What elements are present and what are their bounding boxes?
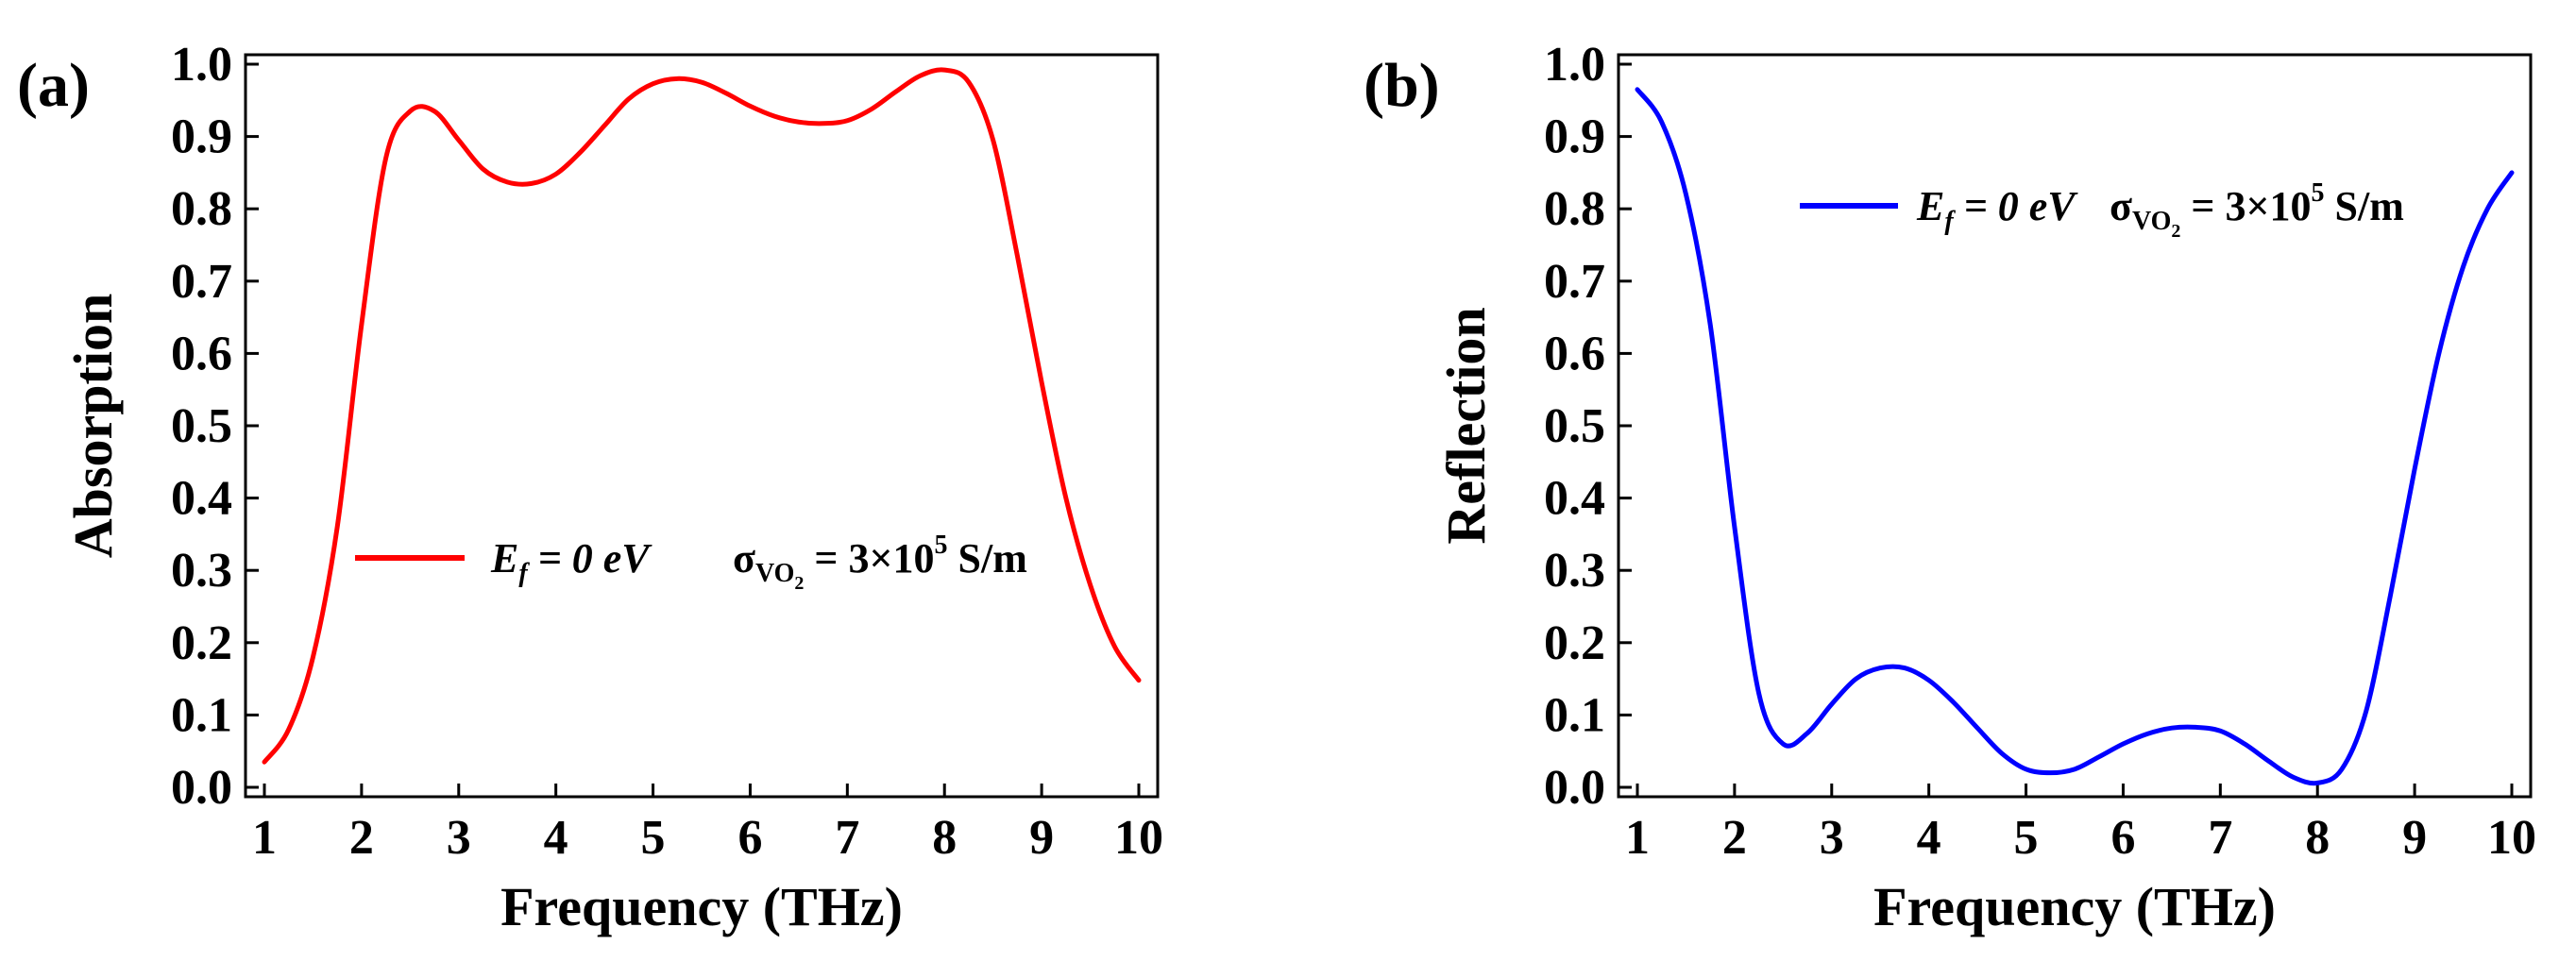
panel-b-y-tick-label: 0.7 bbox=[1544, 255, 1605, 309]
panel-b-y-tick-label: 0.6 bbox=[1544, 327, 1605, 380]
panel-a-y-axis-label: Absorption bbox=[62, 294, 124, 558]
panel-b-legend-ef-sub: f bbox=[1944, 207, 1956, 236]
panel-a-y-tick-label: 0.5 bbox=[171, 399, 232, 453]
panel-a-x-tick-label: 4 bbox=[544, 811, 568, 865]
panel-b-series bbox=[1635, 87, 2515, 786]
panel-b-y-axis-label: Reflection bbox=[1435, 307, 1497, 544]
panel-b-x-tick-label: 8 bbox=[2305, 811, 2330, 865]
panel-b-y-tick-label: 0.0 bbox=[1544, 761, 1605, 815]
panel-a-x-tick-label: 3 bbox=[447, 811, 471, 865]
panel-b-legend-sigma-subsub: 2 bbox=[2171, 221, 2180, 242]
panel-a-legend-sigma-value: = 3×10 bbox=[804, 535, 934, 582]
panel-a-x-tick-label: 6 bbox=[737, 811, 762, 865]
panel-b-x-tick-label: 3 bbox=[1820, 811, 1844, 865]
panel-a-x-tick-label: 5 bbox=[641, 811, 666, 865]
panel-a-x-ticks: 1 2 3 4 5 6 7 8 9 10 bbox=[252, 784, 1163, 865]
panel-a-y-tick-label: 0.7 bbox=[171, 255, 232, 309]
panel-b-x-tick-label: 6 bbox=[2110, 811, 2135, 865]
panel-a-legend-sigma-symbol: σ bbox=[733, 535, 755, 582]
panel-a-legend-sigma-label: σVO2 = 3×105 S/m bbox=[733, 531, 1027, 594]
panel-b-y-tick-label: 0.9 bbox=[1544, 110, 1605, 164]
panel-b-y-tick-label: 0.4 bbox=[1544, 472, 1605, 526]
panel-b-legend-ef-value: = 0 eV bbox=[1954, 183, 2079, 229]
panel-a-legend-sigma-subsub: 2 bbox=[794, 573, 804, 594]
panel-b-legend-sigma-exp: 5 bbox=[2312, 178, 2325, 208]
panel-b-x-tick-label: 7 bbox=[2208, 811, 2232, 865]
panel-a-legend-ef-value: = 0 eV bbox=[528, 535, 653, 582]
panel-a-x-tick-label: 1 bbox=[252, 811, 277, 865]
panel-a-x-tick-label: 7 bbox=[835, 811, 859, 865]
panel-b-legend-ef-symbol: E bbox=[1916, 183, 1944, 229]
panel-b-series-line bbox=[1635, 87, 2515, 786]
panel-b-y-tick-label: 1.0 bbox=[1544, 38, 1605, 92]
panel-a-series bbox=[262, 67, 1142, 765]
panel-a-y-ticks: 0.0 0.1 0.2 0.3 0.4 0.5 0.6 0.7 0.8 0.9 1.0 bbox=[171, 38, 259, 815]
panel-a-legend-sigma-exp: 5 bbox=[935, 531, 948, 560]
panel-b-legend: Ef = 0 eV σVO2 = 3×105 S/m bbox=[1800, 178, 2404, 242]
panel-b-x-tick-label: 1 bbox=[1625, 811, 1650, 865]
panel-a-absorption-chart: (a) 0.0 0.1 0.2 0.3 0.4 0.5 0.6 0.7 0.8 0.9 1.0 1 2… bbox=[17, 38, 1163, 937]
panel-a-x-axis-label: Frequency (THz) bbox=[500, 876, 903, 937]
panel-b-y-ticks: 0.0 0.1 0.2 0.3 0.4 0.5 0.6 0.7 0.8 0.9 1.0 bbox=[1544, 38, 1632, 815]
panel-a-y-tick-label: 1.0 bbox=[171, 38, 232, 92]
panel-a-legend-ef-sub: f bbox=[518, 559, 530, 588]
panel-b-legend-ef-label: Ef = 0 eV bbox=[1916, 183, 2078, 236]
panel-b-x-axis-label: Frequency (THz) bbox=[1873, 876, 2276, 937]
panel-a-legend-ef-symbol: E bbox=[490, 535, 518, 582]
panel-a-legend-ef-label: Ef = 0 eV bbox=[490, 535, 652, 588]
panel-b-x-tick-label: 9 bbox=[2402, 811, 2427, 865]
panel-b-x-tick-label: 2 bbox=[1722, 811, 1747, 865]
panel-a-y-tick-label: 0.6 bbox=[171, 327, 232, 380]
panel-a-x-tick-label: 2 bbox=[349, 811, 374, 865]
panel-a-y-tick-label: 0.4 bbox=[171, 472, 232, 526]
panel-a-x-tick-label: 9 bbox=[1029, 811, 1054, 865]
panel-b-y-tick-label: 0.1 bbox=[1544, 688, 1605, 742]
panel-b-y-tick-label: 0.3 bbox=[1544, 544, 1605, 598]
panel-a-y-tick-label: 0.1 bbox=[171, 688, 232, 742]
panel-a-x-tick-label: 8 bbox=[932, 811, 957, 865]
panel-b-x-tick-label: 5 bbox=[2014, 811, 2039, 865]
panel-a-series-line bbox=[262, 67, 1142, 765]
panel-b-legend-sigma-unit: S/m bbox=[2325, 183, 2404, 229]
panel-a-legend-sigma-sub: VO bbox=[755, 559, 794, 588]
panel-a-x-tick-label: 10 bbox=[1114, 811, 1163, 865]
panel-a-legend-sigma-unit: S/m bbox=[948, 535, 1027, 582]
panel-a-y-tick-label: 0.8 bbox=[171, 182, 232, 236]
panel-a-y-tick-label: 0.9 bbox=[171, 110, 232, 164]
panel-b-y-tick-label: 0.5 bbox=[1544, 399, 1605, 453]
panel-a-y-tick-label: 0.2 bbox=[171, 616, 232, 670]
panel-b-y-tick-label: 0.2 bbox=[1544, 616, 1605, 670]
panel-b-legend-sigma-value: = 3×10 bbox=[2180, 183, 2311, 229]
panel-a-y-tick-label: 0.0 bbox=[171, 761, 232, 815]
panel-a-legend: Ef = 0 eV σVO2 = 3×105 S/m bbox=[355, 531, 1027, 594]
panel-b-reflection-chart: (b) 0.0 0.1 0.2 0.3 0.4 0.5 0.6 0.7 0.8 0.9 1.0 1 2… bbox=[1364, 38, 2536, 937]
panel-b-x-ticks: 1 2 3 4 5 6 7 8 9 10 bbox=[1625, 784, 2536, 865]
panel-b-x-tick-label: 10 bbox=[2487, 811, 2536, 865]
panel-b-y-tick-label: 0.8 bbox=[1544, 182, 1605, 236]
panel-b-x-tick-label: 4 bbox=[1917, 811, 1941, 865]
panel-b-legend-sigma-symbol: σ bbox=[2110, 183, 2132, 229]
panel-a-label: (a) bbox=[17, 51, 90, 120]
panel-b-legend-sigma-sub: VO bbox=[2132, 207, 2171, 236]
panel-a-y-tick-label: 0.3 bbox=[171, 544, 232, 598]
panel-b-legend-sigma-label: σVO2 = 3×105 S/m bbox=[2110, 178, 2404, 242]
panel-b-label: (b) bbox=[1364, 51, 1440, 120]
